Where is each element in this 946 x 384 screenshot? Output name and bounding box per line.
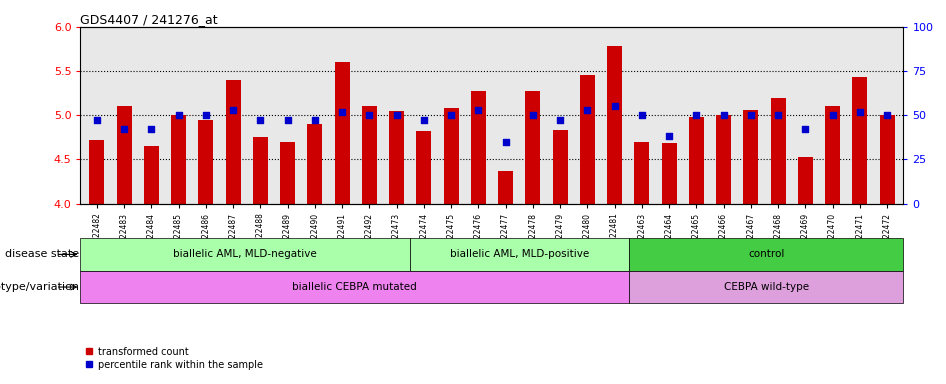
Point <box>335 109 350 115</box>
Point <box>280 118 295 124</box>
Point <box>361 112 377 118</box>
Point <box>825 112 840 118</box>
Bar <box>89 140 104 204</box>
Point <box>171 112 186 118</box>
Point <box>116 126 131 132</box>
Bar <box>852 77 867 204</box>
Bar <box>689 117 704 204</box>
Bar <box>525 91 540 204</box>
Bar <box>771 98 785 204</box>
Point <box>880 112 895 118</box>
Text: genotype/variation: genotype/variation <box>0 282 79 292</box>
Bar <box>552 130 568 204</box>
Bar <box>80 271 629 303</box>
Bar <box>335 62 349 204</box>
Bar <box>144 146 159 204</box>
Bar <box>225 80 240 204</box>
Bar <box>361 106 377 204</box>
Point <box>661 133 676 139</box>
Bar <box>498 171 513 204</box>
Point <box>634 112 649 118</box>
Point <box>416 118 431 124</box>
Point <box>199 112 214 118</box>
Text: biallelic CEBPA mutated: biallelic CEBPA mutated <box>292 282 417 292</box>
Point <box>797 126 813 132</box>
Bar <box>744 110 759 204</box>
Bar <box>416 131 431 204</box>
Bar <box>116 106 131 204</box>
Bar <box>389 111 404 204</box>
Bar <box>629 271 903 303</box>
Point <box>716 112 731 118</box>
Text: CEBPA wild-type: CEBPA wild-type <box>724 282 809 292</box>
Bar <box>661 144 676 204</box>
Point <box>744 112 759 118</box>
Point <box>307 118 323 124</box>
Bar <box>471 91 486 204</box>
Point <box>770 112 785 118</box>
Point <box>525 112 540 118</box>
Bar <box>253 137 268 204</box>
Bar <box>171 115 186 204</box>
Point <box>852 109 867 115</box>
Point <box>552 118 568 124</box>
Bar <box>444 108 459 204</box>
Text: control: control <box>748 249 784 260</box>
Bar <box>716 115 731 204</box>
Bar <box>199 120 213 204</box>
Text: GDS4407 / 241276_at: GDS4407 / 241276_at <box>80 13 218 26</box>
Bar <box>880 115 895 204</box>
Point <box>89 118 104 124</box>
Bar <box>797 157 813 204</box>
Bar <box>410 238 629 271</box>
Bar <box>825 106 840 204</box>
Point <box>389 112 404 118</box>
Legend: transformed count, percentile rank within the sample: transformed count, percentile rank withi… <box>85 347 263 369</box>
Text: biallelic AML, MLD-negative: biallelic AML, MLD-negative <box>173 249 317 260</box>
Bar <box>307 124 323 204</box>
Bar <box>80 238 410 271</box>
Bar <box>635 142 649 204</box>
Point <box>689 112 704 118</box>
Bar <box>280 142 295 204</box>
Point <box>580 107 595 113</box>
Text: biallelic AML, MLD-positive: biallelic AML, MLD-positive <box>449 249 589 260</box>
Text: disease state: disease state <box>6 249 79 260</box>
Point <box>607 103 622 109</box>
Bar <box>580 76 595 204</box>
Point <box>253 118 268 124</box>
Point <box>444 112 459 118</box>
Point <box>498 139 513 145</box>
Point <box>471 107 486 113</box>
Bar <box>629 238 903 271</box>
Point <box>144 126 159 132</box>
Point <box>225 107 240 113</box>
Bar <box>607 46 622 204</box>
